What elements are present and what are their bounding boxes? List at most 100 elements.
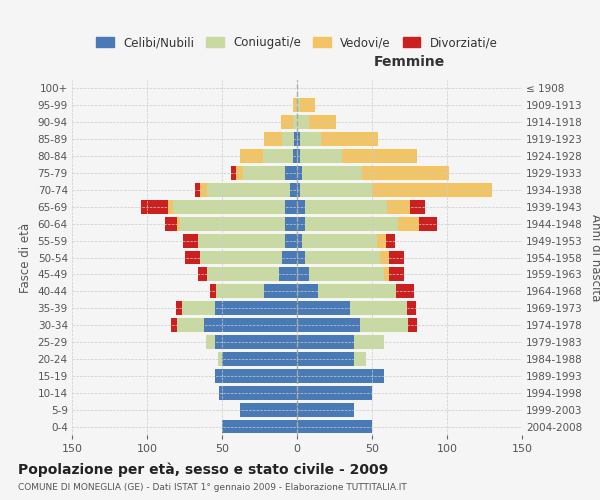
Bar (300, 149, 342, 163)
Bar (297, 200, 305, 213)
Bar (185, 250, 199, 264)
Bar (297, 402, 354, 416)
Bar (177, 217, 180, 230)
Bar (264, 132, 282, 146)
Bar (297, 369, 384, 383)
Bar (176, 302, 182, 315)
Bar (290, 183, 297, 197)
Bar (419, 217, 437, 230)
Bar (282, 250, 297, 264)
Bar (349, 302, 407, 315)
Bar (297, 166, 302, 180)
Bar (409, 200, 425, 213)
Bar (141, 200, 168, 213)
Bar (183, 234, 198, 247)
Bar (285, 200, 297, 213)
Bar (408, 318, 417, 332)
Bar (372, 183, 492, 197)
Bar (279, 268, 297, 281)
Bar (297, 116, 309, 129)
Bar (216, 284, 264, 298)
Bar (199, 183, 207, 197)
Y-axis label: Fasce di età: Fasce di età (19, 222, 32, 292)
Bar (293, 116, 297, 129)
Bar (294, 132, 297, 146)
Bar (171, 318, 177, 332)
Bar (177, 318, 204, 332)
Bar (264, 284, 297, 298)
Bar (204, 318, 297, 332)
Bar (300, 183, 372, 197)
Bar (168, 200, 173, 213)
Bar (389, 268, 404, 281)
Bar (297, 132, 300, 146)
Text: Popolazione per età, sesso e stato civile - 2009: Popolazione per età, sesso e stato civil… (18, 462, 388, 477)
Text: Femmine: Femmine (374, 56, 445, 70)
Bar (302, 166, 361, 180)
Bar (297, 318, 360, 332)
Bar (297, 420, 372, 434)
Bar (222, 420, 297, 434)
Bar (173, 200, 285, 213)
Y-axis label: Anni di nascita: Anni di nascita (589, 214, 600, 301)
Bar (300, 132, 321, 146)
Text: COMUNE DI MONEGLIA (GE) - Dati ISTAT 1° gennaio 2009 - Elaborazione TUTTITALIA.I: COMUNE DI MONEGLIA (GE) - Dati ISTAT 1° … (18, 484, 407, 492)
Bar (354, 352, 366, 366)
Bar (218, 352, 222, 366)
Bar (215, 335, 297, 349)
Bar (293, 98, 297, 112)
Bar (297, 284, 318, 298)
Bar (182, 302, 215, 315)
Bar (305, 250, 380, 264)
Bar (297, 149, 300, 163)
Bar (240, 402, 297, 416)
Bar (396, 284, 414, 298)
Bar (302, 234, 377, 247)
Bar (407, 302, 415, 315)
Bar (240, 149, 263, 163)
Bar (165, 217, 177, 230)
Bar (297, 98, 300, 112)
Bar (354, 335, 384, 349)
Legend: Celibi/Nubili, Coniugati/e, Vedovi/e, Divorziati/e: Celibi/Nubili, Coniugati/e, Vedovi/e, Di… (96, 36, 498, 49)
Bar (297, 234, 302, 247)
Bar (285, 234, 297, 247)
Bar (198, 234, 285, 247)
Bar (297, 302, 349, 315)
Bar (207, 268, 279, 281)
Bar (297, 352, 354, 366)
Bar (389, 250, 404, 264)
Bar (285, 217, 297, 230)
Bar (281, 116, 293, 129)
Bar (297, 386, 372, 400)
Bar (318, 284, 396, 298)
Bar (198, 268, 207, 281)
Bar (360, 318, 408, 332)
Bar (305, 217, 398, 230)
Bar (293, 149, 297, 163)
Bar (300, 98, 315, 112)
Bar (297, 335, 354, 349)
Bar (282, 132, 294, 146)
Bar (342, 149, 417, 163)
Bar (386, 234, 395, 247)
Bar (305, 200, 387, 213)
Bar (361, 166, 449, 180)
Bar (297, 217, 305, 230)
Bar (398, 217, 419, 230)
Bar (243, 166, 285, 180)
Bar (263, 149, 293, 163)
Bar (199, 250, 282, 264)
Bar (235, 166, 243, 180)
Bar (210, 284, 216, 298)
Bar (180, 217, 285, 230)
Bar (285, 166, 297, 180)
Bar (215, 302, 297, 315)
Bar (215, 369, 297, 383)
Bar (205, 335, 215, 349)
Bar (219, 386, 297, 400)
Bar (309, 116, 336, 129)
Bar (380, 250, 389, 264)
Bar (321, 132, 378, 146)
Bar (309, 268, 384, 281)
